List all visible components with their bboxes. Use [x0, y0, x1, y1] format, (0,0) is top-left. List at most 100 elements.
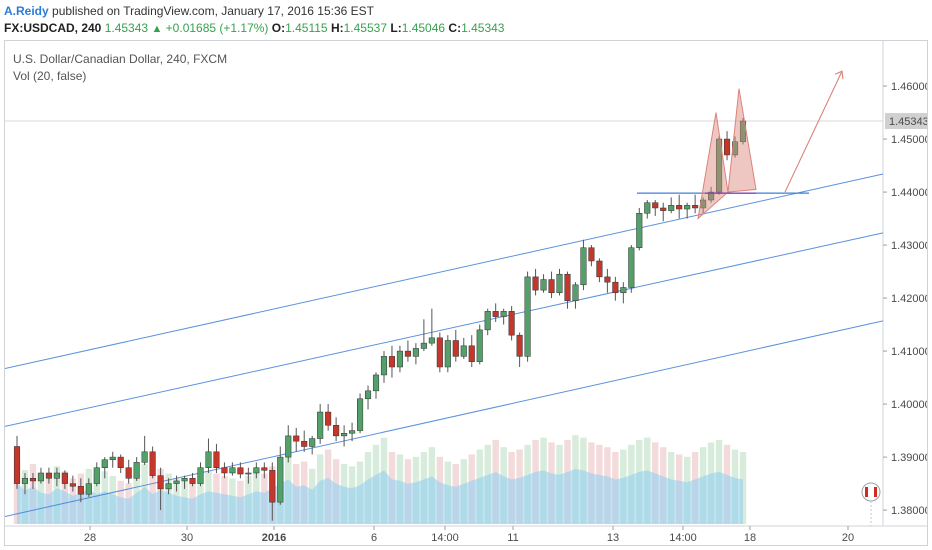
candle-body [668, 205, 675, 211]
candle-body [141, 451, 148, 463]
candle-body [13, 446, 21, 484]
candle-body [444, 340, 451, 368]
candle-body [684, 205, 691, 210]
chart-panel[interactable]: 1.46000 1.45000 1.44000 1.43000 1.42000 1.410… [4, 40, 928, 546]
candle-body [476, 329, 483, 362]
candle-body [548, 279, 555, 294]
candle-body [133, 462, 140, 479]
candle-body [564, 273, 571, 301]
candle-body [420, 342, 427, 349]
candle-body [205, 451, 212, 468]
candle-body [181, 478, 188, 482]
candle-body [556, 273, 563, 294]
candle-body [269, 470, 276, 503]
channel-line [5, 320, 884, 517]
last-price-badge-label: 1.45343 [889, 116, 927, 128]
candle-body [516, 334, 523, 357]
candle-body [101, 459, 108, 468]
candle-body [357, 398, 364, 431]
channel-line [5, 173, 884, 370]
candle-body [221, 467, 228, 474]
candle-body [189, 478, 196, 484]
symbol-label: FX:USDCAD, 240 [4, 21, 102, 35]
candle-body [716, 138, 723, 193]
candle-body [692, 205, 699, 209]
candle-body [372, 374, 380, 392]
time-tick-label: 20 [842, 532, 854, 544]
price-tick-label: 1.46000 [891, 81, 927, 93]
candle-body [77, 485, 84, 495]
price-tick-label: 1.45000 [891, 134, 927, 146]
candle-body [229, 467, 236, 474]
price-tick-label: 1.43000 [891, 240, 927, 252]
candle-body [237, 467, 244, 475]
candle-body [500, 311, 507, 317]
candle-body [412, 348, 419, 357]
time-tick-label: 28 [84, 532, 96, 544]
candle-body [580, 247, 587, 286]
publication-header: A.Reidy published on TradingView.com, Ja… [0, 0, 932, 40]
candle-body [29, 478, 37, 482]
time-tick-label: 6 [371, 532, 377, 544]
pattern-triangle-right [727, 88, 757, 193]
price-change: +0.01685 (+1.17%) [165, 21, 269, 35]
time-tick-label: 14:00 [431, 532, 459, 544]
candle-body [604, 276, 611, 283]
candle-body [572, 284, 579, 301]
candle-body [333, 425, 340, 437]
low-value: 1.45046 [401, 21, 446, 35]
candle-body [149, 451, 156, 476]
close-value: 1.45343 [461, 21, 505, 35]
candle-body [253, 467, 260, 474]
candle-body [660, 207, 667, 211]
candle-body [125, 467, 132, 479]
candle-body [245, 472, 252, 475]
candle-body [53, 472, 60, 479]
candle-body [21, 478, 29, 484]
time-tick-label: 13 [607, 532, 619, 544]
candle-body [723, 138, 731, 156]
candle-body [317, 411, 324, 439]
price-tick-label: 1.40000 [891, 399, 927, 411]
candle-body [396, 350, 403, 368]
volume-ma-area [17, 468, 743, 524]
candle-body [484, 311, 491, 331]
up-arrow-icon: ▲ [151, 23, 163, 35]
price-chart[interactable]: 1.46000 1.45000 1.44000 1.43000 1.42000 1.410… [5, 41, 927, 545]
time-tick-label: 30 [181, 532, 193, 544]
close-label: C: [448, 21, 462, 35]
volume-indicator-label[interactable]: Vol (20, false) [13, 69, 87, 83]
high-label: H: [330, 21, 344, 35]
chart-legend: U.S. Dollar/Canadian Dollar, 240, FXCM V… [13, 51, 227, 85]
candle-body [524, 276, 531, 357]
candle-body [428, 337, 435, 344]
candle-body [380, 356, 388, 376]
candle-body [588, 247, 595, 262]
time-tick-label: 2016 [262, 532, 286, 544]
candle-body [532, 276, 539, 291]
candle-body [636, 213, 643, 248]
candle-body [708, 191, 715, 201]
time-tick-label: 11 [507, 532, 518, 544]
candle-body [341, 432, 348, 437]
candle-body [620, 287, 627, 294]
candle-body [388, 356, 396, 368]
candle-body [612, 281, 619, 294]
candle-body [404, 350, 411, 357]
candle-body [492, 311, 499, 317]
candle-body [436, 337, 443, 368]
candle-body [69, 483, 76, 487]
candle-body [157, 475, 164, 490]
open-label: O: [271, 21, 286, 35]
time-tick-label: 18 [744, 532, 756, 544]
price-tick-label: 1.38000 [891, 505, 927, 517]
low-label: L: [390, 21, 402, 35]
candle-body [652, 202, 659, 209]
author-link[interactable]: A.Reidy [4, 4, 49, 18]
candle-body [93, 467, 100, 484]
price-tick-label: 1.41000 [891, 346, 927, 358]
channel-line [5, 232, 884, 427]
candle-body [285, 435, 292, 458]
candle-body [109, 456, 116, 460]
candle-body [61, 472, 68, 484]
